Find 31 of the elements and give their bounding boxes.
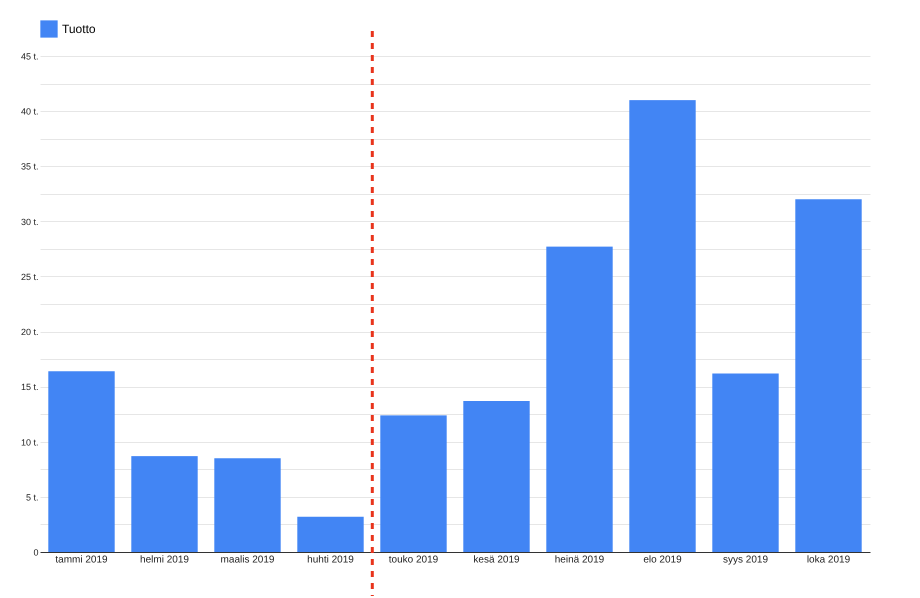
y-tick-label: 35 t. (20, 162, 38, 172)
bar (297, 516, 364, 552)
bar (48, 371, 115, 552)
bar (131, 456, 198, 552)
bar (463, 400, 530, 552)
y-tick-label: 45 t. (20, 52, 38, 62)
bar (629, 100, 696, 552)
bar (380, 415, 447, 552)
y-tick-label: 15 t. (20, 382, 38, 392)
x-tick-label: tammi 2019 (55, 554, 108, 566)
y-tick-label: 25 t. (20, 272, 38, 282)
y-tick-label: 40 t. (20, 106, 38, 117)
bar (795, 199, 862, 552)
x-tick-label: huhti 2019 (307, 554, 354, 566)
bar (214, 458, 281, 552)
y-tick-label: 0 (33, 548, 38, 558)
bar (546, 246, 613, 552)
x-tick-label: maalis 2019 (220, 554, 275, 566)
x-tick-label: loka 2019 (806, 554, 851, 566)
y-tick-label: 30 t. (20, 216, 38, 227)
bar (712, 373, 779, 552)
x-tick-label: kesä 2019 (473, 554, 520, 566)
x-tick-label: elo 2019 (643, 554, 682, 566)
y-tick-label: 10 t. (20, 437, 38, 448)
x-tick-label: touko 2019 (388, 554, 439, 566)
legend-label: Tuotto (62, 22, 96, 36)
x-tick-label: heinä 2019 (554, 554, 605, 566)
y-tick-label: 20 t. (20, 327, 38, 338)
y-tick-label: 5 t. (26, 492, 38, 502)
x-tick-label: syys 2019 (722, 554, 768, 566)
x-tick-label: helmi 2019 (140, 554, 190, 566)
